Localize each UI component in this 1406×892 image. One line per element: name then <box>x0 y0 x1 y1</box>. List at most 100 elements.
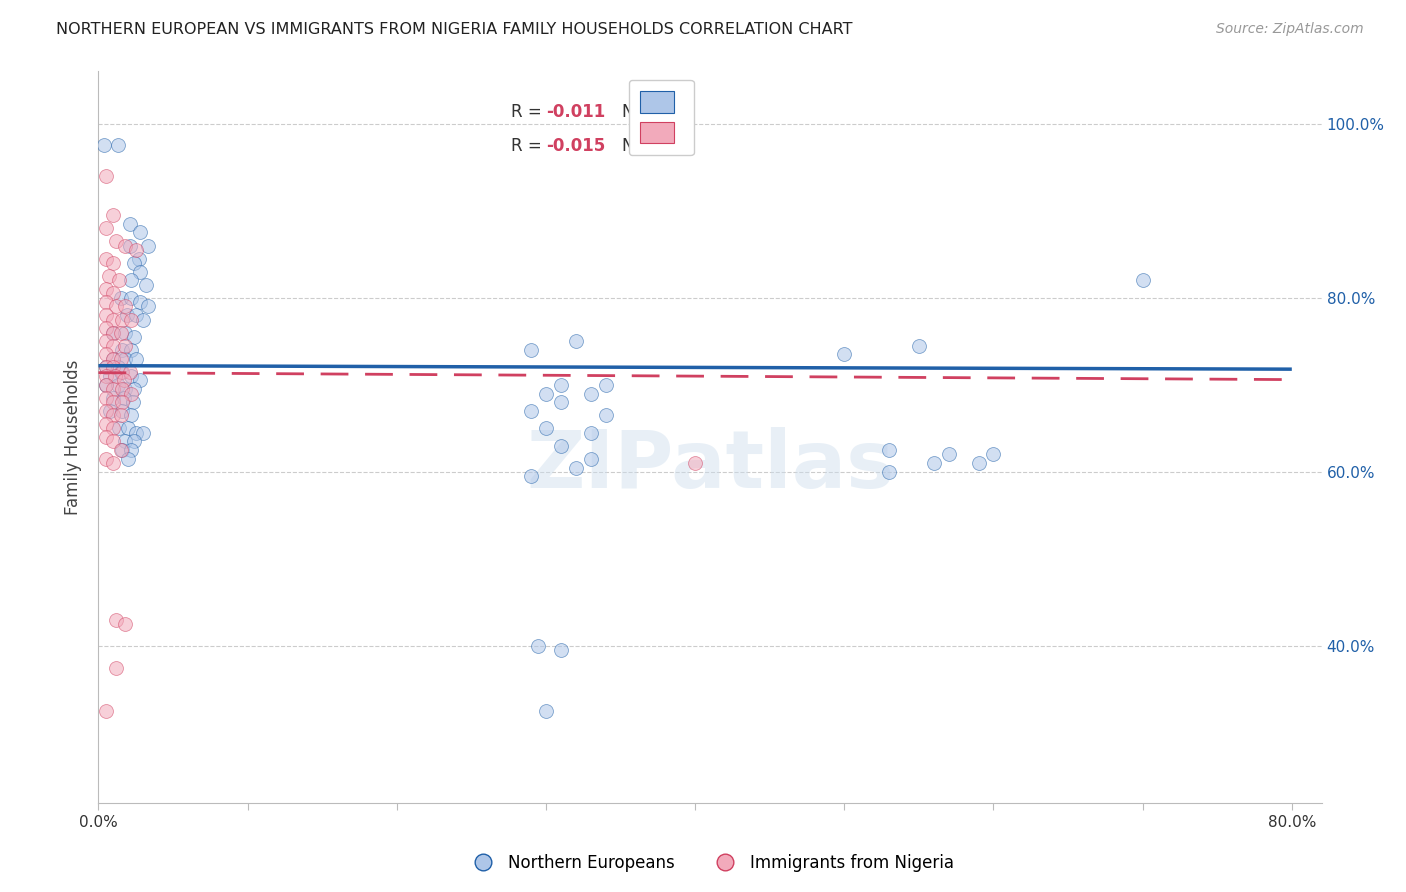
Point <box>103 456 125 470</box>
Point <box>125 425 148 440</box>
Point <box>98 404 121 418</box>
Point <box>114 351 136 366</box>
Point <box>550 643 572 657</box>
Point <box>103 391 125 405</box>
Point <box>121 395 143 409</box>
Point <box>104 369 127 384</box>
Point <box>103 409 125 423</box>
Point <box>94 417 117 431</box>
Point <box>94 391 117 405</box>
Point <box>120 443 142 458</box>
Point <box>105 300 128 314</box>
Point <box>103 360 125 375</box>
Point <box>118 217 141 231</box>
Point <box>94 334 117 349</box>
Point <box>114 326 136 340</box>
Legend: Northern Europeans, Immigrants from Nigeria: Northern Europeans, Immigrants from Nige… <box>460 847 960 879</box>
Point <box>550 377 572 392</box>
Point <box>595 409 617 423</box>
Point <box>103 395 125 409</box>
Point <box>579 386 602 401</box>
Point <box>110 351 132 366</box>
Point <box>120 291 142 305</box>
Point <box>94 404 117 418</box>
Point <box>94 221 117 235</box>
Point <box>107 360 129 375</box>
Point <box>114 238 136 252</box>
Point <box>103 351 125 366</box>
Point <box>120 386 142 401</box>
Point <box>111 443 134 458</box>
Point <box>94 295 117 310</box>
Point <box>105 661 128 675</box>
Point <box>94 430 117 444</box>
Point <box>94 360 117 375</box>
Point <box>112 391 135 405</box>
Point <box>122 256 145 270</box>
Point <box>105 613 128 627</box>
Text: 51: 51 <box>657 103 679 121</box>
Point <box>111 343 134 357</box>
Point <box>129 265 152 279</box>
Point <box>111 382 134 396</box>
Point <box>877 443 900 458</box>
Point <box>922 456 945 470</box>
Point <box>125 351 148 366</box>
Point <box>108 273 131 287</box>
Point <box>94 705 117 719</box>
Point <box>908 339 931 353</box>
Point <box>111 312 134 326</box>
Point <box>110 291 132 305</box>
Point <box>110 409 132 423</box>
Point <box>527 639 550 653</box>
Point <box>120 343 142 357</box>
Point <box>114 434 136 449</box>
Point <box>114 617 136 632</box>
Text: ZIPatlas: ZIPatlas <box>526 427 894 506</box>
Point <box>136 238 159 252</box>
Point <box>111 404 134 418</box>
Point <box>94 252 117 266</box>
Point <box>595 377 617 392</box>
Point <box>122 330 145 344</box>
Point <box>1132 273 1154 287</box>
Point <box>94 321 117 335</box>
Point <box>111 365 134 379</box>
Text: N =: N = <box>621 137 659 155</box>
Point <box>520 469 543 483</box>
Point <box>105 234 128 248</box>
Point <box>983 448 1005 462</box>
Point <box>94 308 117 322</box>
Text: Source: ZipAtlas.com: Source: ZipAtlas.com <box>1216 22 1364 37</box>
Point <box>120 409 142 423</box>
Point <box>103 326 125 340</box>
Point <box>114 339 136 353</box>
Point <box>94 360 117 375</box>
Point <box>120 369 142 384</box>
Point <box>118 365 141 379</box>
Point <box>550 439 572 453</box>
Point <box>107 377 129 392</box>
Point <box>520 343 543 357</box>
Point <box>565 334 588 349</box>
Point <box>117 421 139 435</box>
Point <box>93 138 115 153</box>
Point <box>136 300 159 314</box>
Point <box>114 300 136 314</box>
Point <box>110 365 132 379</box>
Point <box>103 286 125 301</box>
Point <box>129 295 152 310</box>
Point <box>98 369 121 384</box>
Point <box>550 395 572 409</box>
Point <box>938 448 960 462</box>
Point <box>129 374 152 388</box>
Y-axis label: Family Households: Family Households <box>65 359 83 515</box>
Point <box>832 347 855 361</box>
Point <box>877 465 900 479</box>
Point <box>112 374 135 388</box>
Point <box>103 312 125 326</box>
Point <box>103 421 125 435</box>
Point <box>683 456 706 470</box>
Point <box>103 326 125 340</box>
Point <box>94 282 117 296</box>
